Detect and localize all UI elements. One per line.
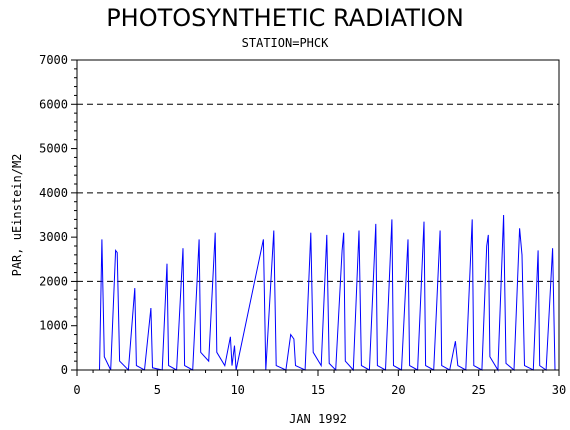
y-tick-label: 5000 xyxy=(39,142,68,156)
y-tick-label: 7000 xyxy=(39,53,68,67)
x-tick-label: 30 xyxy=(552,383,566,397)
x-tick-label: 20 xyxy=(391,383,405,397)
chart-subtitle: STATION=PHCK xyxy=(241,36,329,50)
y-axis-label: PAR, uEinstein/M2 xyxy=(10,154,24,277)
y-tick-label: 1000 xyxy=(39,319,68,333)
series-line xyxy=(99,214,556,372)
x-tick-label: 0 xyxy=(73,383,80,397)
y-tick-label: 4000 xyxy=(39,186,68,200)
reference-lines xyxy=(77,103,559,282)
y-tick-label: 3000 xyxy=(39,230,68,244)
y-tick-label: 0 xyxy=(61,363,68,377)
y-tick-label: 2000 xyxy=(39,274,68,288)
x-axis-label: JAN 1992 xyxy=(289,412,347,426)
x-axis: 0 5 10 15 20 25 30 xyxy=(73,370,566,397)
x-tick-label: 15 xyxy=(311,383,325,397)
x-tick-label: 10 xyxy=(230,383,244,397)
plot-frame xyxy=(76,59,560,371)
x-tick-label: 25 xyxy=(471,383,485,397)
chart-title: PHOTOSYNTHETIC RADIATION xyxy=(106,4,464,32)
series-group xyxy=(99,214,556,372)
y-axis: 0 1000 2000 3000 4000 5000 6000 7000 xyxy=(39,53,77,377)
y-tick-label: 6000 xyxy=(39,97,68,111)
x-tick-label: 5 xyxy=(154,383,161,397)
